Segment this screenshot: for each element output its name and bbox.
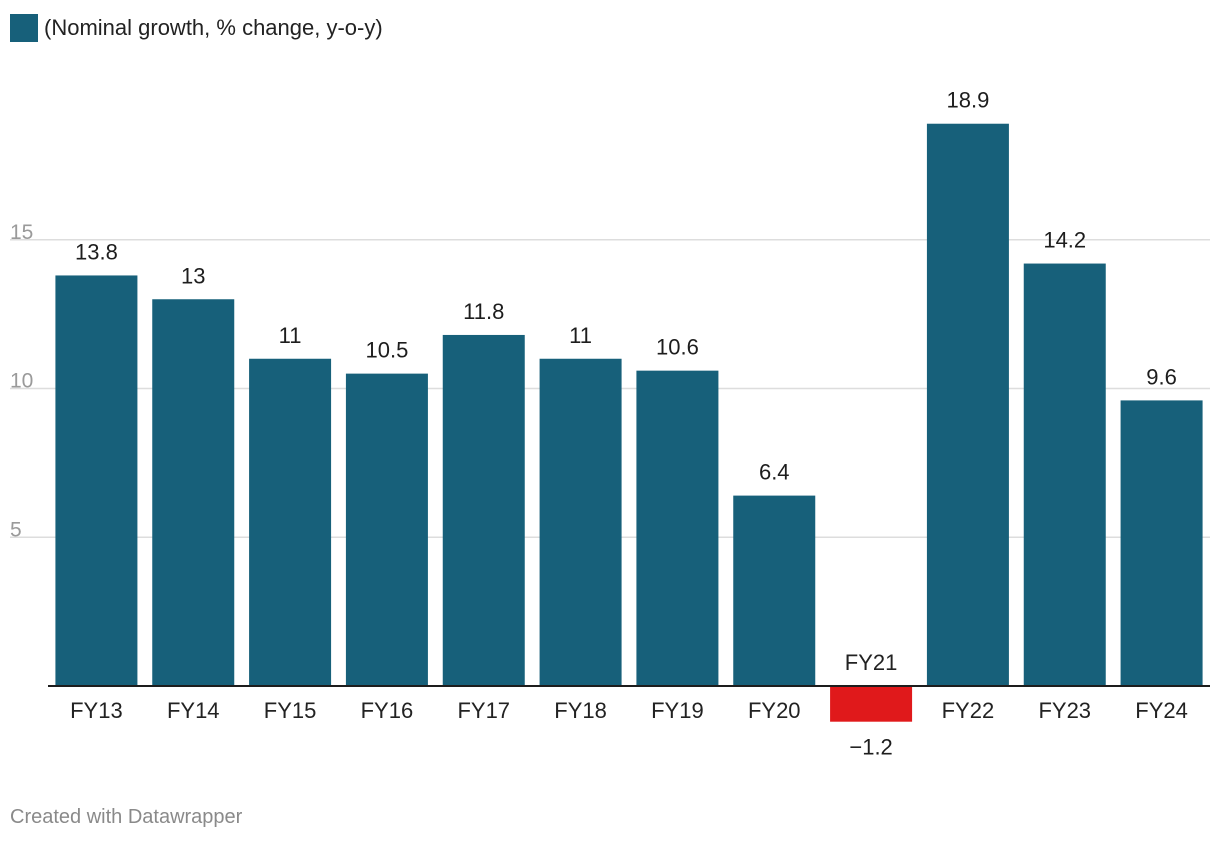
bar-fy24 bbox=[1120, 400, 1203, 686]
bar-fy23 bbox=[1023, 263, 1106, 686]
y-tick-label-5: 5 bbox=[10, 518, 22, 541]
bar-fy15 bbox=[249, 358, 332, 686]
bar-fy19 bbox=[636, 370, 719, 686]
value-label-fy23: 14.2 bbox=[1043, 228, 1086, 253]
x-tick-label-fy15: FY15 bbox=[264, 698, 317, 723]
bar-fy16 bbox=[345, 373, 428, 686]
bar-fy21 bbox=[830, 686, 913, 722]
x-tick-label-fy24: FY24 bbox=[1135, 698, 1188, 723]
bars bbox=[55, 123, 1203, 722]
value-label-fy18: 11 bbox=[569, 323, 592, 348]
bar-fy13 bbox=[55, 275, 138, 686]
value-label-fy17: 11.8 bbox=[463, 299, 504, 324]
bar-fy22 bbox=[926, 123, 1009, 687]
bar-fy14 bbox=[152, 299, 235, 686]
bar-fy17 bbox=[442, 334, 525, 686]
x-tick-label-fy14: FY14 bbox=[167, 698, 220, 723]
x-tick-label-fy21: FY21 bbox=[845, 650, 898, 675]
value-label-fy21: −1.2 bbox=[849, 735, 892, 760]
x-tick-label-fy20: FY20 bbox=[748, 698, 801, 723]
x-tick-label-fy23: FY23 bbox=[1038, 698, 1091, 723]
x-tick-label-fy18: FY18 bbox=[554, 698, 607, 723]
value-label-fy22: 18.9 bbox=[947, 88, 990, 113]
x-tick-label-fy17: FY17 bbox=[457, 698, 510, 723]
x-tick-label-fy22: FY22 bbox=[942, 698, 995, 723]
value-label-fy20: 6.4 bbox=[759, 460, 790, 485]
value-label-fy13: 13.8 bbox=[75, 239, 118, 264]
value-label-fy14: 13 bbox=[181, 263, 205, 288]
x-tick-label-fy19: FY19 bbox=[651, 698, 704, 723]
chart-legend: (Nominal growth, % change, y-o-y) bbox=[10, 12, 383, 44]
y-tick-label-10: 10 bbox=[10, 370, 33, 393]
datawrapper-credit: Created with Datawrapper bbox=[10, 806, 243, 828]
legend-label: (Nominal growth, % change, y-o-y) bbox=[44, 15, 383, 40]
value-label-fy15: 11 bbox=[279, 323, 302, 348]
value-label-fy16: 10.5 bbox=[366, 338, 409, 363]
x-tick-label-fy16: FY16 bbox=[361, 698, 414, 723]
labels: FY13 13.8 FY14 13 FY15 11 FY16 10.5 FY17 11.8 FY18… bbox=[70, 88, 1188, 760]
value-label-fy24: 9.6 bbox=[1146, 364, 1177, 389]
bar-fy20 bbox=[733, 495, 816, 686]
bar-fy18 bbox=[539, 358, 622, 686]
y-tick-label-15: 15 bbox=[10, 221, 33, 244]
legend-swatch bbox=[10, 14, 38, 42]
value-label-fy19: 10.6 bbox=[656, 335, 699, 360]
x-tick-label-fy13: FY13 bbox=[70, 698, 123, 723]
